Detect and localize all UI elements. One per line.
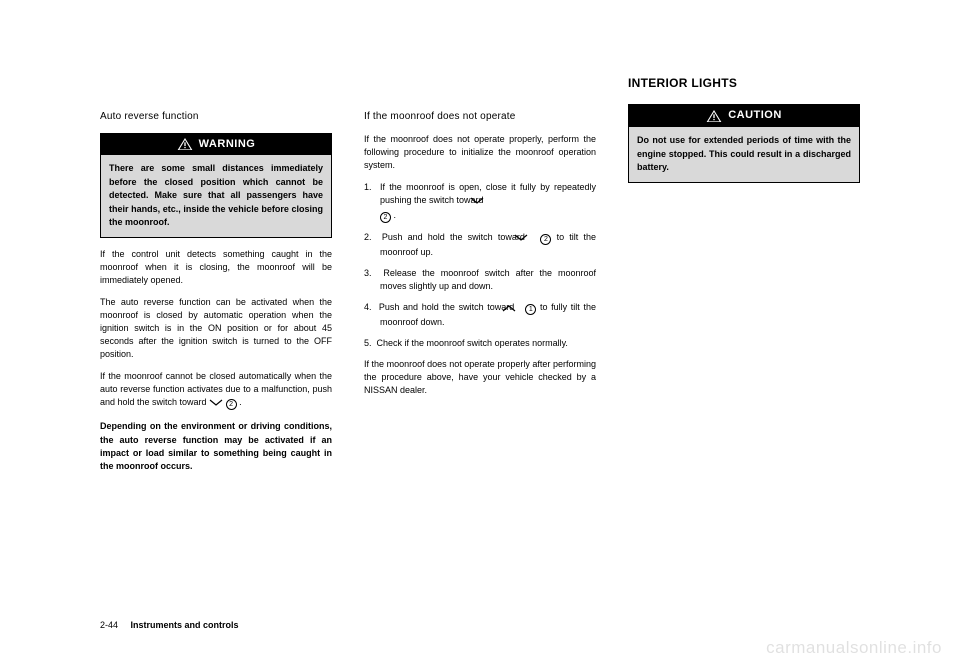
caution-header: CAUTION <box>629 105 859 127</box>
arrow-down-icon <box>209 398 223 411</box>
caution-body: Do not use for extended periods of time … <box>629 127 859 182</box>
para: If the moonroof cannot be closed automat… <box>100 370 332 411</box>
text-span: . <box>237 397 242 407</box>
circled-number: 2 <box>380 212 391 223</box>
list-item: 2. Push and hold the switch toward 2 to … <box>364 231 596 259</box>
section-heading: INTERIOR LIGHTS <box>628 75 860 92</box>
list-item: 3. Release the moonroof switch after the… <box>364 267 596 293</box>
list-item: 5. Check if the moonroof switch operates… <box>364 337 596 350</box>
para-bold: Depending on the environment or driving … <box>100 420 332 472</box>
text-span: . <box>391 210 396 220</box>
text-span: Release the moonroof switch after the mo… <box>380 268 596 291</box>
circled-number: 2 <box>540 234 551 245</box>
warning-box: WARNING There are some small distances i… <box>100 133 332 238</box>
text-span: If the moonroof is open, close it fully … <box>380 182 596 205</box>
warning-label: WARNING <box>199 137 256 153</box>
warning-body: There are some small distances immediate… <box>101 155 331 237</box>
circled-number: 2 <box>226 399 237 410</box>
text-span: Check if the moonroof switch operates no… <box>377 338 568 348</box>
list-item: 1. If the moonroof is open, close it ful… <box>364 181 596 223</box>
para: If the moonroof does not operate properl… <box>364 133 596 172</box>
warning-icon <box>177 137 193 151</box>
column-3: INTERIOR LIGHTS CAUTION Do not use for e… <box>628 75 860 482</box>
chapter-name: Instruments and controls <box>131 620 239 630</box>
subhead-auto-reverse: Auto reverse function <box>100 110 332 125</box>
page-footer: 2-44 Instruments and controls <box>100 620 239 630</box>
circled-number: 1 <box>525 304 536 315</box>
list-item: 4. Push and hold the switch toward 1 to … <box>364 301 596 329</box>
para: If the control unit detects something ca… <box>100 248 332 287</box>
manual-page: Auto reverse function WARNING There are … <box>0 0 960 512</box>
text-span: Push and hold the switch toward <box>382 232 530 242</box>
para: The auto reverse function can be activat… <box>100 296 332 361</box>
text-span: Push and hold the switch toward <box>379 302 518 312</box>
caution-icon <box>706 109 722 123</box>
caution-box: CAUTION Do not use for extended periods … <box>628 104 860 182</box>
subhead-does-not-operate: If the moonroof does not operate <box>364 110 596 125</box>
para: If the moonroof does not operate properl… <box>364 358 596 397</box>
steps-list: 1. If the moonroof is open, close it ful… <box>364 181 596 350</box>
page-number: 2-44 <box>100 620 118 630</box>
column-1: Auto reverse function WARNING There are … <box>100 110 332 482</box>
column-2: If the moonroof does not operate If the … <box>364 110 596 482</box>
watermark: carmanualsonline.info <box>766 638 942 658</box>
caution-label: CAUTION <box>728 108 782 124</box>
warning-header: WARNING <box>101 134 331 156</box>
